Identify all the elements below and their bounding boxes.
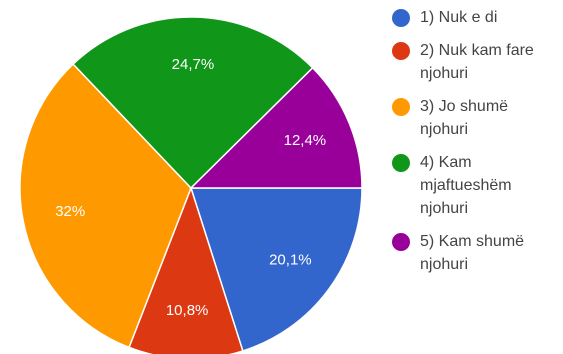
legend-label: 1) Nuk e di <box>420 9 498 26</box>
slice-label: 10,8% <box>166 302 209 319</box>
legend-label: 4) Kam mjaftueshëm njohuri <box>420 154 512 217</box>
slice-label: 32% <box>55 203 85 220</box>
legend-label: 3) Jo shumë njohuri <box>420 98 509 138</box>
legend-item: 4) Kam mjaftueshëm njohuri <box>392 151 557 220</box>
legend-label: 2) Nuk kam fare njohuri <box>420 42 534 82</box>
legend-swatch <box>392 42 410 60</box>
legend-item: 2) Nuk kam fare njohuri <box>392 39 557 85</box>
pie-slice <box>19 63 192 349</box>
pie-slice <box>128 185 244 354</box>
legend-swatch <box>392 9 410 27</box>
legend-item: 5) Kam shumë njohuri <box>392 230 557 276</box>
slice-label: 12,4% <box>284 132 327 149</box>
slice-label: 20,1% <box>269 252 312 269</box>
legend-item: 3) Jo shumë njohuri <box>392 95 557 141</box>
legend-label: 5) Kam shumë njohuri <box>420 233 525 273</box>
pie-slice <box>189 66 363 189</box>
pie-slice <box>189 187 363 352</box>
legend-swatch <box>392 98 410 116</box>
legend: 1) Nuk e di 2) Nuk kam fare njohuri 3) Jo … <box>392 6 557 286</box>
pie-slice <box>72 16 314 190</box>
slice-label: 24,7% <box>172 56 215 73</box>
legend-item: 1) Nuk e di <box>392 6 557 29</box>
legend-swatch <box>392 233 410 251</box>
legend-swatch <box>392 154 410 172</box>
